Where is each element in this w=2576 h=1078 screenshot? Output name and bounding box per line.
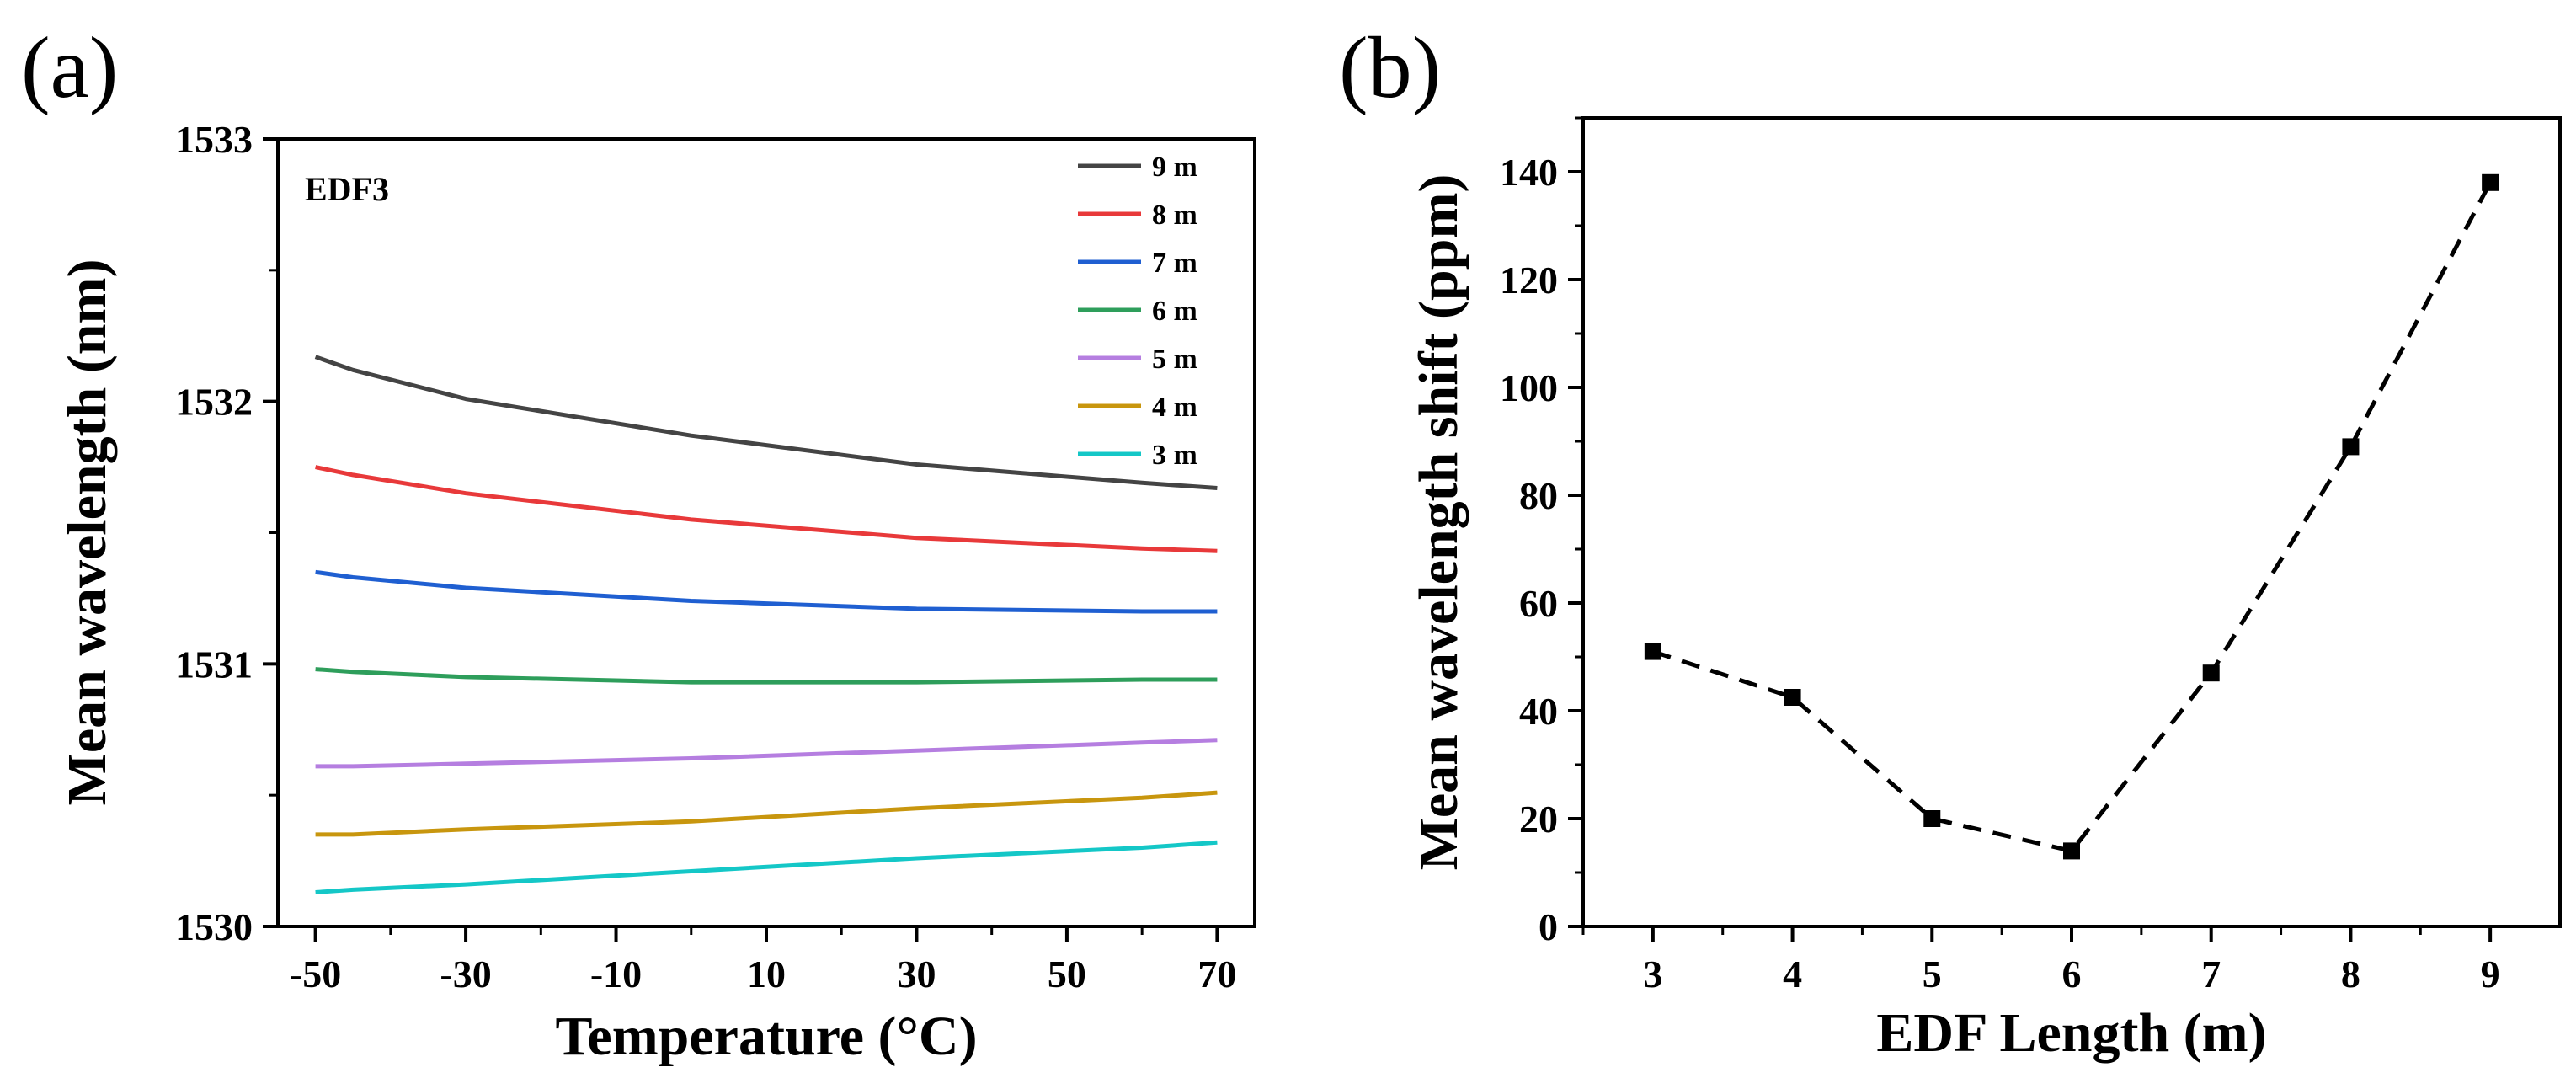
panel-b: (b) 3 4 5 6 7 8 9 0 20 40 60 80 100 120 140 EDF Lengt… xyxy=(1339,19,2562,1064)
series-line-6m xyxy=(315,667,1218,685)
data-point-marker xyxy=(2342,438,2360,456)
panel-a-x-tick-labels: -50 -30 -10 10 30 50 70 xyxy=(290,953,1236,995)
legend-label-8m: 8 m xyxy=(1152,200,1197,231)
legend-label-4m: 4 m xyxy=(1152,392,1197,423)
panel-b-x-tick-label: 3 xyxy=(1643,953,1662,995)
legend-label-6m: 6 m xyxy=(1152,296,1197,327)
data-point-marker xyxy=(1784,689,1801,706)
panel-a-x-tick-label: 50 xyxy=(1048,953,1086,995)
panel-a-series-lines xyxy=(314,355,1218,894)
panel-a-y-tick-label: 1530 xyxy=(175,905,253,948)
panel-a-label: (a) xyxy=(21,19,118,116)
panel-b-x-tick-labels: 3 4 5 6 7 8 9 xyxy=(1643,953,2499,995)
panel-b-y-tick-labels: 0 20 40 60 80 100 120 140 xyxy=(1500,151,1558,948)
panel-b-x-tick-label: 6 xyxy=(2062,953,2082,995)
panel-a-x-tick-label: -50 xyxy=(290,953,341,995)
panel-b-x-tick-label: 9 xyxy=(2481,953,2500,995)
panel-a-y-tick-label: 1533 xyxy=(175,118,253,161)
data-point-marker xyxy=(2202,664,2220,682)
panel-b-y-tick-label: 100 xyxy=(1500,366,1558,409)
panel-b-x-tick-label: 5 xyxy=(1923,953,1942,995)
panel-b-y-tick-label: 20 xyxy=(1519,798,1558,841)
panel-b-markers xyxy=(1644,173,2499,860)
data-point-marker xyxy=(1644,643,1661,660)
panel-a: (a) -50 -30 -10 10 30 50 70 1530 1531 1532 1533 E… xyxy=(21,19,1256,1067)
panel-a-x-tick-label: 30 xyxy=(897,953,936,995)
panel-a-x-tick-label: -30 xyxy=(440,953,491,995)
panel-a-y-tick-label: 1532 xyxy=(175,381,253,424)
panel-a-x-axis-title: Temperature (°C) xyxy=(555,1006,977,1067)
legend-label-5m: 5 m xyxy=(1152,344,1197,375)
series-line-5m xyxy=(315,738,1218,769)
panel-b-y-tick-label: 0 xyxy=(1539,905,1558,948)
panel-b-ticks xyxy=(1568,116,2493,942)
panel-a-y-tick-label: 1531 xyxy=(175,643,253,686)
panel-a-ticks xyxy=(263,137,1219,942)
series-line-shift xyxy=(1652,181,2493,854)
panel-b-x-axis-title: EDF Length (m) xyxy=(1876,1002,2266,1064)
data-point-marker xyxy=(2482,173,2499,191)
legend-label-7m: 7 m xyxy=(1152,248,1197,279)
legend-label-9m: 9 m xyxy=(1152,152,1197,183)
panel-b-plot-frame xyxy=(1581,116,2562,928)
panel-b-label: (b) xyxy=(1339,19,1441,116)
series-line-4m xyxy=(315,790,1218,837)
series-line-9m xyxy=(314,355,1218,490)
panel-b-y-axis-title: Mean wavelength shift (ppm) xyxy=(1408,174,1469,871)
panel-b-x-tick-label: 4 xyxy=(1783,953,1802,995)
panel-b-y-tick-label: 60 xyxy=(1519,582,1558,625)
panel-a-y-axis-title: Mean wavelength (nm) xyxy=(56,259,118,806)
panel-a-x-tick-label: 10 xyxy=(747,953,786,995)
panel-a-x-tick-label: -10 xyxy=(590,953,642,995)
panel-a-x-tick-label: 70 xyxy=(1197,953,1236,995)
panel-b-x-tick-label: 7 xyxy=(2201,953,2221,995)
panel-b-y-tick-label: 120 xyxy=(1500,259,1558,302)
panel-a-plot-frame xyxy=(276,137,1256,928)
series-line-3m xyxy=(315,840,1218,894)
panel-a-legend: 9 m 8 m 7 m 6 m 5 m 4 m 3 m xyxy=(1078,152,1197,471)
series-line-7m xyxy=(315,569,1218,614)
panel-b-y-tick-label: 80 xyxy=(1519,474,1558,517)
panel-a-y-tick-labels: 1530 1531 1532 1533 xyxy=(175,118,253,948)
panel-b-y-tick-label: 140 xyxy=(1500,151,1558,194)
panel-b-y-tick-label: 40 xyxy=(1519,690,1558,733)
panel-a-annotation: EDF3 xyxy=(305,170,389,208)
legend-label-3m: 3 m xyxy=(1152,440,1197,471)
panel-b-series-lines xyxy=(1652,181,2493,854)
data-point-marker xyxy=(1923,810,1941,827)
series-line-8m xyxy=(315,465,1218,553)
data-point-marker xyxy=(2063,842,2080,860)
panel-b-x-tick-label: 8 xyxy=(2341,953,2360,995)
